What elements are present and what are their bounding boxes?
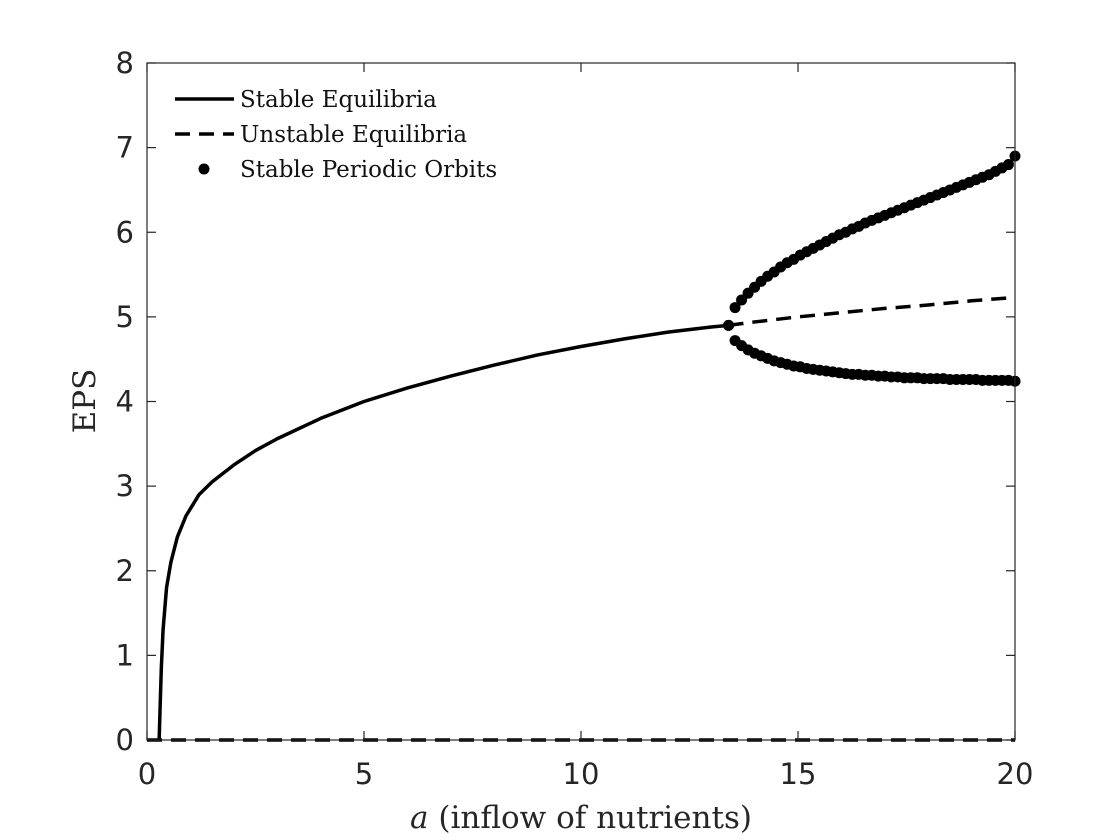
- y-tick-label: 8: [116, 46, 134, 80]
- y-tick-label: 7: [116, 131, 134, 165]
- y-tick-label: 0: [116, 723, 134, 757]
- x-tick-label: 15: [780, 757, 817, 791]
- y-tick-label: 6: [116, 215, 134, 249]
- legend: Stable Equilibria Unstable Equilibria St…: [175, 87, 497, 183]
- x-tick-label: 10: [563, 757, 600, 791]
- legend-periodic-orbits-label: Stable Periodic Orbits: [240, 157, 497, 183]
- y-tick-label: 4: [116, 385, 134, 419]
- x-tick-label: 20: [997, 757, 1034, 791]
- legend-stable-equilibria-label: Stable Equilibria: [240, 87, 437, 113]
- stable-equilibria-line: [157, 323, 729, 741]
- legend-periodic-orbits-marker: [198, 163, 210, 175]
- plot-frame: [146, 62, 1016, 741]
- periodic-orbit-upper-point: [1002, 159, 1014, 171]
- legend-unstable-equilibria-label: Unstable Equilibria: [240, 122, 467, 148]
- y-tick-label: 2: [116, 554, 134, 588]
- y-axis-label: EPS: [67, 369, 103, 434]
- y-tick-label: 5: [116, 300, 134, 334]
- x-axis-label-variable: a: [410, 800, 428, 836]
- y-tick-label: 1: [116, 638, 134, 672]
- y-tick-label: 3: [116, 469, 134, 503]
- unstable-equilibria-branch: [728, 295, 1016, 328]
- periodic-orbit-upper-point: [729, 302, 741, 314]
- x-axis-label: a (inflow of nutrients): [410, 800, 752, 836]
- x-tick-label: 5: [355, 757, 373, 791]
- periodic-orbit-upper-point: [736, 294, 748, 306]
- x-tick-label: 0: [138, 757, 156, 791]
- tick-layer: 0 5 10 15 20 0 1 2 3 4 5 6 7 8: [116, 46, 1034, 791]
- x-axis-label-text: (inflow of nutrients): [429, 800, 752, 836]
- periodic-orbit-lower-point: [723, 319, 735, 331]
